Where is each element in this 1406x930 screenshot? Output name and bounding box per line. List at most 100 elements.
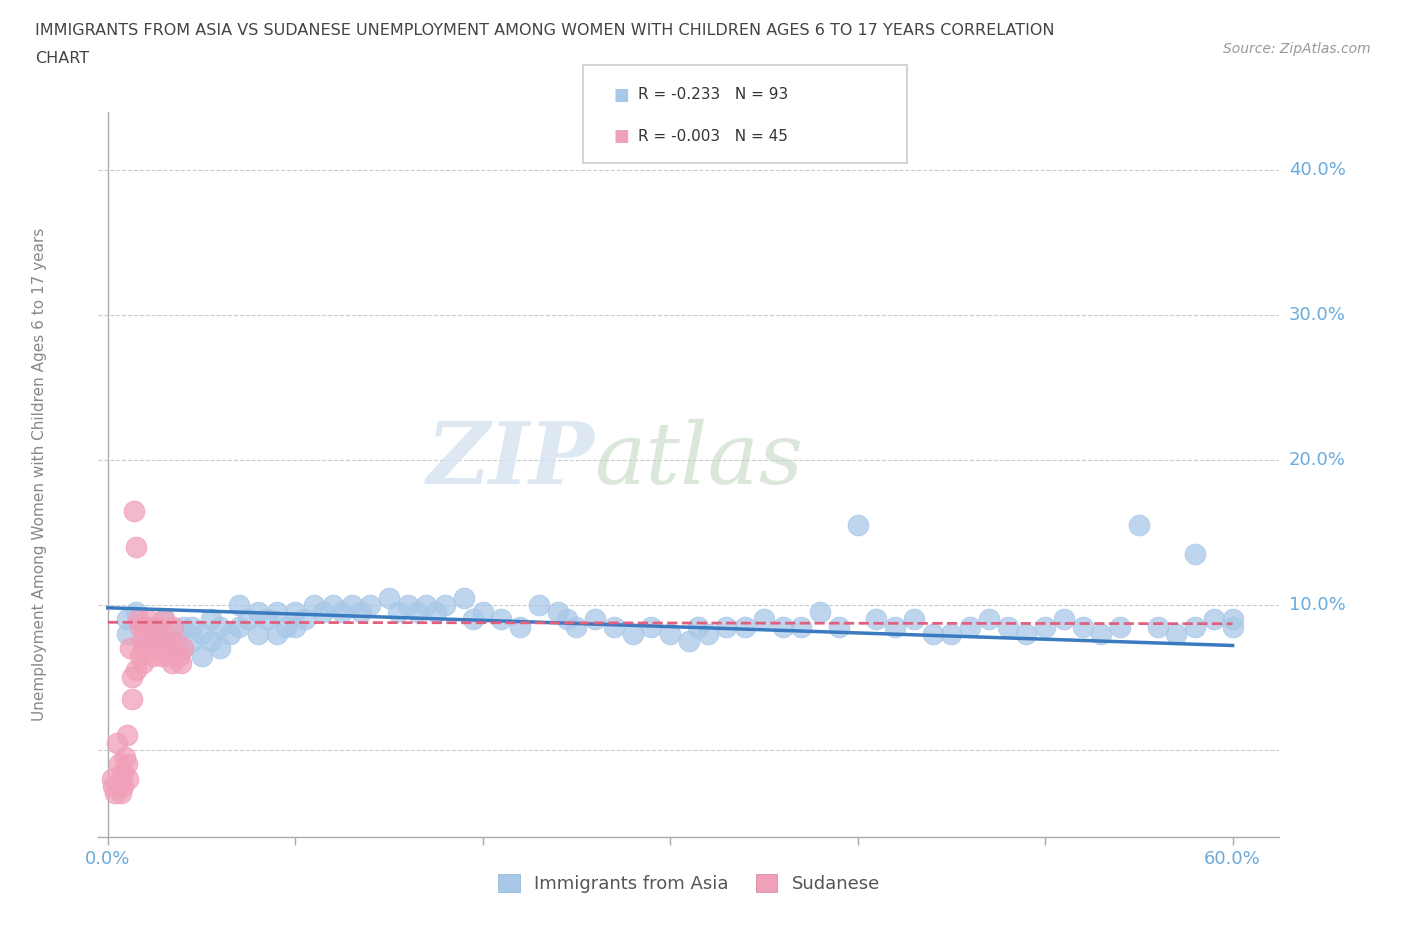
Point	[190, 648, 212, 663]
Point	[172, 641, 194, 656]
Point	[100, 772, 122, 787]
Point	[997, 619, 1019, 634]
Point	[105, 736, 128, 751]
Point	[1184, 547, 1206, 562]
Point	[110, 772, 132, 787]
Point	[143, 619, 166, 634]
Point	[136, 612, 159, 627]
Point	[134, 619, 156, 634]
Point	[121, 692, 143, 707]
Point	[1222, 612, 1244, 627]
Text: ■: ■	[613, 86, 628, 103]
Point	[218, 627, 240, 642]
Point	[110, 786, 132, 801]
Point	[903, 612, 925, 627]
Point	[103, 778, 125, 793]
Point	[350, 604, 373, 619]
Point	[274, 619, 297, 634]
Point	[153, 627, 176, 642]
Point	[1202, 612, 1225, 627]
Point	[256, 612, 278, 627]
Point	[181, 619, 204, 634]
Point	[209, 641, 232, 656]
Point	[527, 597, 550, 612]
Point	[148, 619, 170, 634]
Point	[200, 633, 222, 648]
Point	[752, 612, 775, 627]
Point	[150, 648, 173, 663]
Point	[125, 663, 148, 678]
Point	[921, 627, 943, 642]
Point	[172, 619, 194, 634]
Point	[678, 633, 700, 648]
Point	[688, 619, 710, 634]
Point	[415, 597, 437, 612]
Point	[340, 597, 363, 612]
Text: 40.0%: 40.0%	[1289, 161, 1346, 179]
Point	[167, 648, 190, 663]
Point	[143, 619, 166, 634]
Point	[200, 612, 222, 627]
Point	[117, 772, 139, 787]
Point	[155, 633, 177, 648]
Point	[471, 604, 494, 619]
Point	[378, 591, 401, 605]
Point	[172, 641, 194, 656]
Legend: Immigrants from Asia, Sudanese: Immigrants from Asia, Sudanese	[498, 874, 880, 893]
Point	[153, 612, 176, 627]
Point	[142, 648, 165, 663]
Point	[190, 627, 212, 642]
Point	[246, 604, 269, 619]
Text: 10.0%: 10.0%	[1289, 596, 1346, 614]
Text: 20.0%: 20.0%	[1289, 451, 1346, 469]
Point	[165, 633, 187, 648]
Point	[115, 627, 138, 642]
Text: IMMIGRANTS FROM ASIA VS SUDANESE UNEMPLOYMENT AMONG WOMEN WITH CHILDREN AGES 6 T: IMMIGRANTS FROM ASIA VS SUDANESE UNEMPLO…	[35, 23, 1054, 38]
Point	[828, 619, 851, 634]
Point	[1128, 518, 1150, 533]
Point	[463, 612, 485, 627]
Point	[138, 627, 160, 642]
Point	[115, 612, 138, 627]
Point	[125, 539, 148, 554]
Point	[734, 619, 756, 634]
Text: Unemployment Among Women with Children Ages 6 to 17 years: Unemployment Among Women with Children A…	[32, 228, 46, 721]
Point	[127, 612, 149, 627]
Point	[884, 619, 907, 634]
Point	[322, 597, 344, 612]
Point	[284, 619, 307, 634]
Point	[139, 633, 162, 648]
Point	[396, 597, 419, 612]
Point	[132, 656, 155, 671]
Point	[228, 619, 250, 634]
Point	[772, 619, 794, 634]
Point	[941, 627, 963, 642]
Point	[153, 612, 176, 627]
Point	[659, 627, 682, 642]
Point	[696, 627, 718, 642]
Point	[162, 619, 184, 634]
Point	[425, 604, 447, 619]
Point	[104, 786, 127, 801]
Point	[1071, 619, 1094, 634]
Point	[1184, 619, 1206, 634]
Point	[156, 641, 179, 656]
Point	[266, 627, 288, 642]
Point	[1109, 619, 1132, 634]
Point	[1053, 612, 1076, 627]
Point	[149, 641, 172, 656]
Point	[406, 604, 429, 619]
Point	[640, 619, 662, 634]
Point	[284, 604, 307, 619]
Point	[555, 612, 578, 627]
Point	[125, 604, 148, 619]
Point	[1166, 627, 1188, 642]
Point	[790, 619, 813, 634]
Point	[111, 764, 134, 779]
Point	[846, 518, 869, 533]
Point	[434, 597, 457, 612]
Point	[603, 619, 626, 634]
Text: R = -0.003   N = 45: R = -0.003 N = 45	[638, 128, 789, 143]
Point	[716, 619, 738, 634]
Text: ■: ■	[613, 127, 628, 145]
